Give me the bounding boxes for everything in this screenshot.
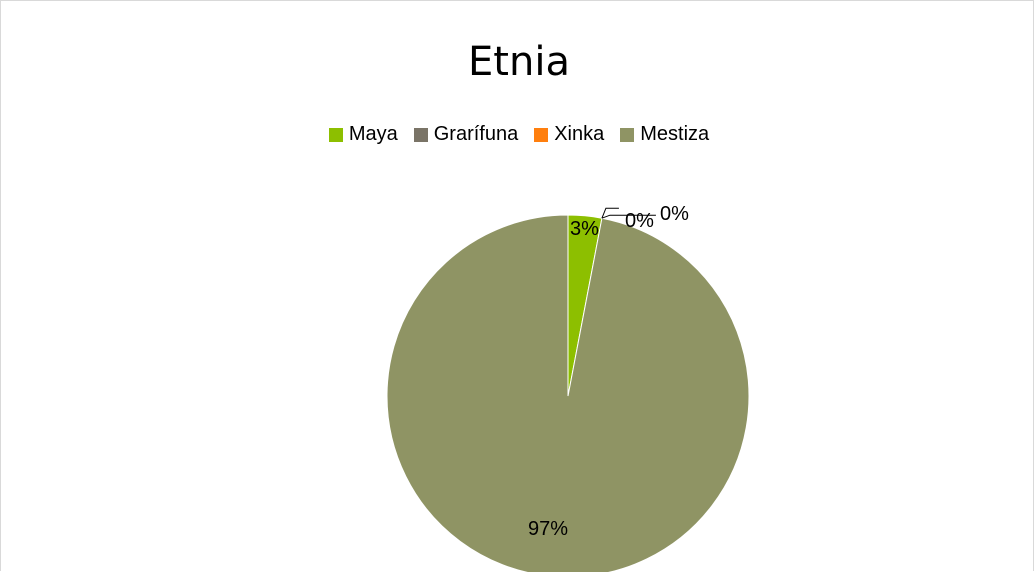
legend-swatch-grarifuna (413, 127, 428, 142)
legend-label-xinka: Xinka (554, 123, 605, 145)
leader-line-grarifuna (601, 207, 619, 219)
chart-legend: Maya Grarífuna Xinka Mestiza (1, 123, 1036, 146)
slice-labels: 3% 0% 0% 97% (528, 203, 689, 540)
leader-line-xinka (601, 214, 656, 219)
legend-item-xinka: Xinka (534, 123, 604, 146)
legend-item-grarifuna: Grarífuna (413, 123, 519, 146)
slice-label-mestiza: 97% (528, 518, 568, 540)
legend-swatch-xinka (534, 127, 549, 142)
legend-item-mestiza: Mestiza (620, 123, 709, 146)
slice-label-xinka: 0% (660, 203, 689, 225)
legend-label-mestiza: Mestiza (640, 123, 710, 145)
slice-label-grarifuna: 0% (625, 210, 654, 232)
legend-swatch-mestiza (620, 127, 635, 142)
chart-title: Etnia (468, 39, 570, 85)
slice-label-maya: 3% (570, 218, 599, 240)
legend-item-maya: Maya (328, 123, 398, 146)
leader-lines (601, 207, 656, 219)
legend-swatch-maya (328, 127, 343, 142)
legend-label-maya: Maya (348, 123, 398, 145)
pie-slice-mestiza (386, 214, 750, 572)
pie-slices (386, 214, 750, 572)
legend-label-grarifuna: Grarífuna (433, 123, 519, 145)
